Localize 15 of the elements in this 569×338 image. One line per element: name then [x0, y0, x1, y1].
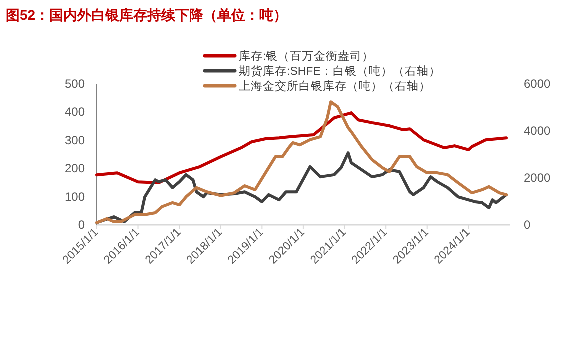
y-tick-label: 100 [64, 190, 86, 204]
y-tick-label: 0 [78, 218, 86, 232]
y-tick-label: 200 [64, 162, 86, 176]
legend-label: 期货库存:SHFE：白银（吨）（右轴） [239, 64, 441, 78]
y2-tick-label: 4000 [524, 124, 552, 138]
legend-label: 库存:银（百万金衡盎司） [239, 49, 374, 63]
y2-tick-label: 0 [524, 218, 531, 232]
y-tick-label: 400 [64, 105, 86, 120]
legend-label: 上海金交所白银库存（吨）（右轴） [239, 79, 431, 93]
y2-tick-label: 2000 [524, 171, 552, 185]
chart-title: 图52：国内外白银库存持续下降（单位：吨） [6, 7, 288, 23]
y2-tick-label: 6000 [524, 77, 552, 91]
y-tick-label: 500 [64, 77, 86, 91]
y-tick-label: 300 [64, 133, 86, 148]
line-series [96, 112, 508, 184]
